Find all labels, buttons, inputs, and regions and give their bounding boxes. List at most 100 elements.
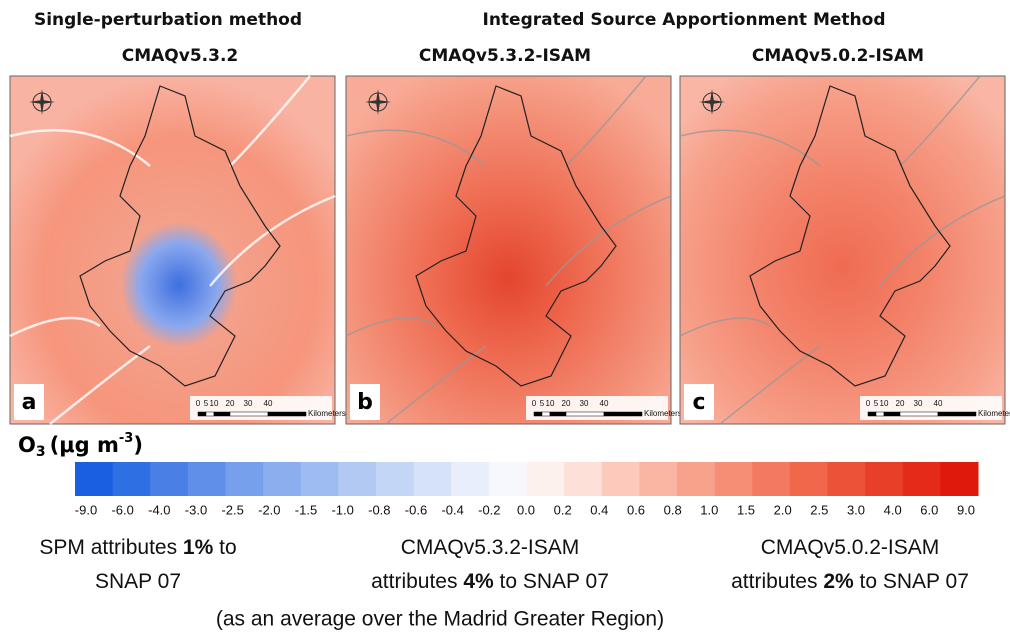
scale-segment xyxy=(213,411,231,417)
map-panel: b 0 5 10 20 30 40 Kilometers xyxy=(345,75,682,425)
letter-box xyxy=(684,384,714,420)
colorbar-tick-label: -0.4 xyxy=(441,502,463,517)
river xyxy=(719,345,821,425)
colorbar-cell xyxy=(488,462,527,496)
colorbar-tick-label: 4.0 xyxy=(884,502,902,517)
scale-segment xyxy=(541,411,551,417)
map-title: CMAQv5.3.2 xyxy=(122,46,239,66)
scale-segment xyxy=(205,411,215,417)
caption-text: SPM attributes xyxy=(39,536,183,559)
colorbar-tick-label: 1.0 xyxy=(700,502,718,517)
scale-label: 40 xyxy=(600,399,609,408)
caption-text: CMAQv5.3.2-ISAM xyxy=(401,536,580,559)
scale-segment xyxy=(197,411,207,417)
colorbar-cell xyxy=(865,462,904,496)
scale-label: 40 xyxy=(934,399,943,408)
caption-text: to SNAP 07 xyxy=(494,570,609,593)
colorbar-tick-label: -1.0 xyxy=(331,502,353,517)
species: O xyxy=(18,433,36,457)
scale-label: 40 xyxy=(264,399,273,408)
caption-text: to xyxy=(213,536,236,559)
scale-segment xyxy=(603,411,643,417)
colorbar-label: O3 (μg m-3) xyxy=(18,431,143,461)
scale-label: 0 xyxy=(532,399,537,408)
colorbar-cell xyxy=(639,462,678,496)
colorbar-tick-label: -3.0 xyxy=(185,502,207,517)
colorbar-cell xyxy=(75,462,114,496)
colorbar-tick-label: 0.0 xyxy=(517,502,535,517)
colorbar-tick-label: 0.4 xyxy=(590,502,608,517)
scale-label: 20 xyxy=(896,399,905,408)
unit-close: ) xyxy=(133,433,143,457)
panel-letter: a xyxy=(22,390,37,415)
colorbar-tick-label: -0.6 xyxy=(405,502,427,517)
colorbar-cell xyxy=(376,462,415,496)
river xyxy=(209,194,336,287)
caption-line: attributes 4% to SNAP 07 xyxy=(371,570,609,593)
colorbar-cell xyxy=(338,462,377,496)
scale-segment xyxy=(533,411,543,417)
colorbar-cell xyxy=(752,462,791,496)
scale-segment xyxy=(229,411,269,417)
river xyxy=(345,317,437,337)
colorbar-tick-label: -6.0 xyxy=(111,502,133,517)
river xyxy=(899,75,981,167)
colorbar-cell xyxy=(187,462,226,496)
scale-label: 5 xyxy=(540,399,545,408)
caption-value: 1% xyxy=(183,536,214,559)
colorbar-cell xyxy=(601,462,640,496)
colorbar-tick-label: 0.2 xyxy=(554,502,572,517)
scale-segment xyxy=(867,411,877,417)
colorbar-tick-label: 2.0 xyxy=(774,502,792,517)
unit: (μg m xyxy=(50,433,119,457)
caption-text: to SNAP 07 xyxy=(854,570,969,593)
caption-value: 4% xyxy=(463,570,494,593)
map-background xyxy=(9,75,336,425)
colorbar-cell xyxy=(564,462,603,496)
river xyxy=(385,345,487,425)
caption-text: attributes xyxy=(371,570,463,593)
caption-text: attributes xyxy=(731,570,823,593)
map-title: CMAQv5.3.2-ISAM xyxy=(419,46,591,66)
caption-text: CMAQv5.0.2-ISAM xyxy=(761,536,940,559)
river xyxy=(49,345,151,425)
caption-text: SNAP 07 xyxy=(95,570,181,593)
scale-label: 0 xyxy=(196,399,201,408)
scale-segment xyxy=(549,411,567,417)
map-background xyxy=(345,75,672,425)
colorbar-cell xyxy=(150,462,189,496)
compass-star xyxy=(365,89,391,115)
scale-segment xyxy=(883,411,901,417)
compass-star xyxy=(699,89,725,115)
scale-segment xyxy=(875,411,885,417)
colorbar-cell xyxy=(263,462,302,496)
river xyxy=(679,317,771,337)
scale-unit: Kilometers xyxy=(308,409,346,418)
colorbar-cell xyxy=(940,462,979,496)
header-right: Integrated Source Apportionment Method xyxy=(483,10,886,30)
colorbar-cell xyxy=(451,462,490,496)
scale-unit: Kilometers xyxy=(978,409,1010,418)
scale-label: 10 xyxy=(210,399,219,408)
colorbar-tick-label: 0.6 xyxy=(627,502,645,517)
river xyxy=(879,195,1006,287)
scale-label: 10 xyxy=(880,399,889,408)
colorbar-tick-label: -0.8 xyxy=(368,502,390,517)
colorbar-tick-label: -9.0 xyxy=(75,502,97,517)
superscript: -3 xyxy=(119,431,133,446)
river xyxy=(9,316,101,338)
colorbar-tick-label: 9.0 xyxy=(957,502,975,517)
map-title: CMAQv5.0.2-ISAM xyxy=(752,46,924,66)
colorbar-tick-label: -2.5 xyxy=(221,502,243,517)
colorbar-tick-label: 6.0 xyxy=(920,502,938,517)
colorbar-tick-label: -4.0 xyxy=(148,502,170,517)
panel-letter: b xyxy=(357,390,373,415)
caption-line: SPM attributes 1% to xyxy=(39,536,236,559)
panel-letter: c xyxy=(692,390,705,415)
river xyxy=(229,75,311,167)
colorbar-tick-label: -0.2 xyxy=(478,502,500,517)
scale-label: 20 xyxy=(562,399,571,408)
letter-box xyxy=(14,384,44,420)
colorbar-cell xyxy=(789,462,828,496)
